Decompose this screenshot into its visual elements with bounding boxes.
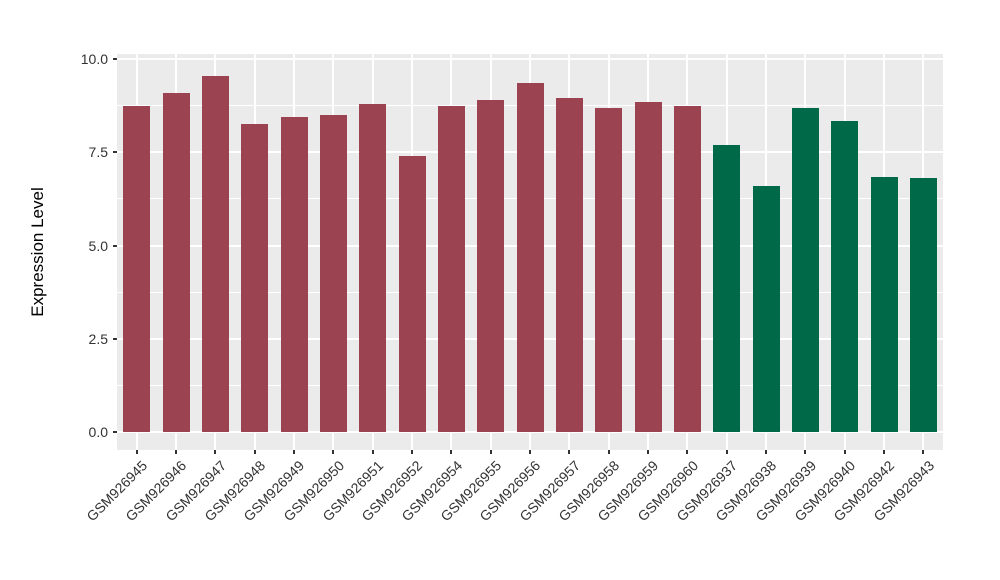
bar-GSM926947 [201,75,229,432]
bar-GSM926952 [398,155,426,432]
y-axis-title: Expression Level [28,187,47,317]
bar-GSM926938 [752,185,780,432]
bar-GSM926939 [791,107,819,432]
x-axis-tick [411,450,413,454]
x-axis-tick [371,450,374,454]
x-axis-tick [293,450,295,454]
y-axis-tick [113,244,117,247]
bar-GSM926943 [909,178,937,432]
bar-GSM926940 [831,120,859,432]
y-axis-tick [113,151,117,154]
x-axis-tick [568,450,571,454]
bar-GSM926948 [241,124,269,432]
x-axis-tick [647,450,649,454]
y-axis-tick [113,337,117,340]
x-axis-tick [135,450,138,454]
x-axis-tick [725,450,728,454]
bar-GSM926946 [162,92,190,432]
bar-GSM926957 [555,98,583,432]
y-axis-tick [113,431,117,433]
plot-panel [117,54,943,450]
y-axis-tick [113,58,117,60]
bar-GSM926949 [280,116,308,432]
x-axis-tick [529,450,531,454]
bar-GSM926954 [437,105,465,432]
bar-GSM926951 [359,103,387,432]
x-axis-tick [332,450,335,454]
x-axis-tick [607,450,610,454]
x-axis-tick [489,450,492,454]
bar-GSM926945 [123,105,151,432]
x-axis-tick [804,450,807,454]
y-tick-label: 0.0 [88,424,108,440]
x-tick-label-text: GSM926943 [870,457,937,525]
x-axis-tick [450,450,453,454]
bar-GSM926960 [673,105,701,432]
bar-GSM926959 [634,101,662,432]
y-tick-label: 5.0 [88,237,108,254]
bar-GSM926937 [713,144,741,432]
bar-GSM926956 [516,83,544,432]
x-axis-tick [765,450,767,454]
bar-GSM926958 [595,107,623,432]
bar-GSM926942 [870,176,898,432]
y-tick-label: 10.0 [80,51,108,67]
x-axis-tick [883,450,885,454]
x-axis-tick [175,450,177,454]
x-axis-tick [253,450,256,454]
x-axis-tick [214,450,217,454]
bar-GSM926955 [477,100,505,432]
bar-GSM926950 [319,114,347,432]
x-tick-label-GSM926943: GSM926943 [848,457,937,524]
y-tick-label: 2.5 [88,330,108,347]
x-axis-tick [843,450,846,454]
x-axis-tick [686,450,689,454]
y-tick-label: 7.5 [88,144,108,161]
x-axis-tick [922,450,925,454]
